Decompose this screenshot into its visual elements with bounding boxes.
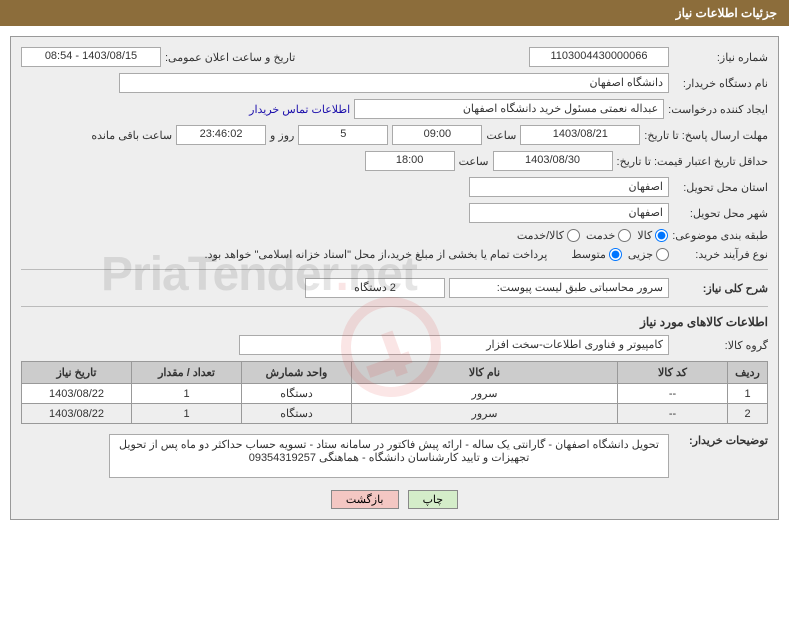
table-cell: 1 [132, 384, 242, 404]
goods-group-value: کامپیوتر و فناوری اطلاعات-سخت افزار [239, 335, 669, 355]
category-topic-label: طبقه بندی موضوعی: [672, 229, 768, 242]
buyer-notes-value: تحویل دانشگاه اصفهان - گارانتی یک ساله -… [109, 434, 669, 478]
topic-radio[interactable] [567, 229, 580, 242]
button-bar: چاپ بازگشت [21, 490, 768, 509]
buyer-contact-link[interactable]: اطلاعات تماس خریدار [249, 103, 350, 116]
goods-info-title: اطلاعات کالاهای مورد نیاز [21, 315, 768, 329]
announce-label: تاریخ و ساعت اعلان عمومی: [165, 51, 295, 64]
process-radio[interactable] [656, 248, 669, 261]
delivery-province-value: اصفهان [469, 177, 669, 197]
delivery-city-label: شهر محل تحویل: [673, 207, 768, 220]
delivery-province-label: استان محل تحویل: [673, 181, 768, 194]
topic-radio[interactable] [618, 229, 631, 242]
table-header-cell: کد کالا [618, 362, 728, 384]
table-cell: -- [618, 384, 728, 404]
table-cell: دستگاه [242, 404, 352, 424]
buyer-org-value: دانشگاه اصفهان [119, 73, 669, 93]
requester-label: ایجاد کننده درخواست: [668, 103, 768, 116]
table-body: 1--سروردستگاه11403/08/222--سروردستگاه114… [22, 384, 768, 424]
table-header-cell: واحد شمارش [242, 362, 352, 384]
table-row: 2--سروردستگاه11403/08/22 [22, 404, 768, 424]
topic-option[interactable]: خدمت [586, 229, 631, 242]
buyer-org-label: نام دستگاه خریدار: [673, 77, 768, 90]
remaining-label: ساعت باقی مانده [91, 129, 172, 142]
time-label-1: ساعت [486, 129, 516, 142]
process-radio-label: متوسط [571, 248, 606, 261]
row-process: نوع فرآیند خرید: جزیی متوسط پرداخت تمام ی… [21, 248, 768, 261]
row-buyer-org: نام دستگاه خریدار: دانشگاه اصفهان [21, 73, 768, 93]
row-price-validity: حداقل تاریخ اعتبار قیمت: تا تاریخ: 1403/… [21, 151, 768, 171]
payment-note: پرداخت تمام یا بخشی از مبلغ خرید،از محل … [205, 248, 548, 261]
price-validity-label: حداقل تاریخ اعتبار قیمت: تا تاریخ: [617, 155, 768, 168]
table-header-cell: تاریخ نیاز [22, 362, 132, 384]
table-header-cell: تعداد / مقدار [132, 362, 242, 384]
page-header: جزئیات اطلاعات نیاز [0, 0, 789, 26]
topic-radio[interactable] [655, 229, 668, 242]
price-validity-time: 18:00 [365, 151, 455, 171]
table-header-cell: نام کالا [352, 362, 618, 384]
price-validity-date: 1403/08/30 [493, 151, 613, 171]
table-cell: سرور [352, 404, 618, 424]
process-option[interactable]: متوسط [571, 248, 622, 261]
process-radio-group: جزیی متوسط [571, 248, 669, 261]
process-radio-label: جزیی [628, 248, 653, 261]
overall-qty-value: 2 دستگاه [305, 278, 445, 298]
topic-radio-group: کالا خدمت کالا/خدمت [517, 229, 668, 242]
overall-desc-label: شرح کلی نیاز: [673, 282, 768, 295]
table-cell: سرور [352, 384, 618, 404]
table-cell: 1403/08/22 [22, 404, 132, 424]
page-title: جزئیات اطلاعات نیاز [676, 6, 777, 20]
table-cell: -- [618, 404, 728, 424]
topic-radio-label: کالا/خدمت [517, 229, 564, 242]
deadline-send-label: مهلت ارسال پاسخ: تا تاریخ: [644, 129, 768, 142]
table-cell: دستگاه [242, 384, 352, 404]
buyer-notes-label: توضیحات خریدار: [673, 434, 768, 447]
goods-group-label: گروه کالا: [673, 339, 768, 352]
row-topic: طبقه بندی موضوعی: کالا خدمت کالا/خدمت [21, 229, 768, 242]
process-radio[interactable] [609, 248, 622, 261]
row-goods-group: گروه کالا: کامپیوتر و فناوری اطلاعات-سخت… [21, 335, 768, 355]
need-number-value: 1103004430000066 [529, 47, 669, 67]
deadline-send-date: 1403/08/21 [520, 125, 640, 145]
table-row: 1--سروردستگاه11403/08/22 [22, 384, 768, 404]
table-header-cell: ردیف [728, 362, 768, 384]
topic-option[interactable]: کالا/خدمت [517, 229, 580, 242]
table-cell: 1 [728, 384, 768, 404]
row-need-number: شماره نیاز: 1103004430000066 تاریخ و ساع… [21, 47, 768, 67]
row-requester: ایجاد کننده درخواست: عبداله نعمتی مسئول … [21, 99, 768, 119]
deadline-send-time: 09:00 [392, 125, 482, 145]
countdown-value: 23:46:02 [176, 125, 266, 145]
table-header-row: ردیفکد کالانام کالاواحد شمارشتعداد / مقد… [22, 362, 768, 384]
table-cell: 2 [728, 404, 768, 424]
days-remaining: 5 [298, 125, 388, 145]
row-buyer-notes: توضیحات خریدار: تحویل دانشگاه اصفهان - گ… [21, 434, 768, 478]
overall-desc-value: سرور محاسباتی طبق لیست پیوست: [449, 278, 669, 298]
topic-radio-label: کالا [637, 229, 652, 242]
print-button[interactable]: چاپ [408, 490, 459, 509]
need-number-label: شماره نیاز: [673, 51, 768, 64]
announce-value: 1403/08/15 - 08:54 [21, 47, 161, 67]
row-overall-desc: شرح کلی نیاز: سرور محاسباتی طبق لیست پیو… [21, 278, 768, 298]
table-cell: 1403/08/22 [22, 384, 132, 404]
buy-process-label: نوع فرآیند خرید: [673, 248, 768, 261]
row-deadline-send: مهلت ارسال پاسخ: تا تاریخ: 1403/08/21 سا… [21, 125, 768, 145]
time-label-2: ساعت [459, 155, 489, 168]
table-cell: 1 [132, 404, 242, 424]
days-and-label: روز و [270, 129, 294, 142]
main-container: PriaTender.net شماره نیاز: 1103004430000… [10, 36, 779, 520]
goods-table: ردیفکد کالانام کالاواحد شمارشتعداد / مقد… [21, 361, 768, 424]
topic-option[interactable]: کالا [637, 229, 668, 242]
delivery-city-value: اصفهان [469, 203, 669, 223]
row-province: استان محل تحویل: اصفهان [21, 177, 768, 197]
topic-radio-label: خدمت [586, 229, 615, 242]
process-option[interactable]: جزیی [628, 248, 669, 261]
row-city: شهر محل تحویل: اصفهان [21, 203, 768, 223]
back-button[interactable]: بازگشت [331, 490, 399, 509]
requester-value: عبداله نعمتی مسئول خرید دانشگاه اصفهان [354, 99, 664, 119]
